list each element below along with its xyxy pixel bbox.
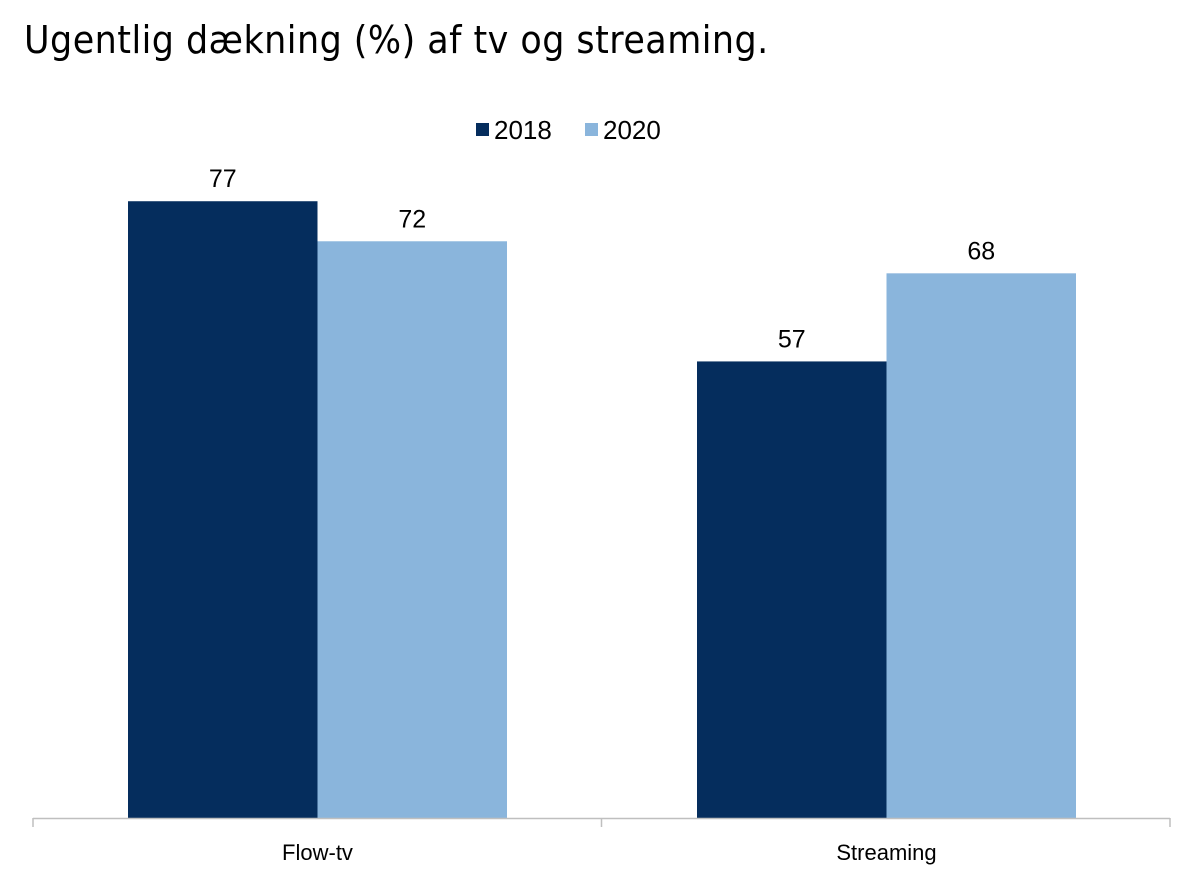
chart-title: Ugentlig dækning (%) af tv og streaming. bbox=[24, 18, 769, 62]
value-label: 57 bbox=[778, 325, 806, 353]
legend-swatch-2020 bbox=[585, 123, 598, 136]
bar-flow-tv-2018 bbox=[128, 201, 318, 819]
bar-streaming-2020 bbox=[886, 273, 1076, 818]
category-label: Flow-tv bbox=[282, 840, 353, 865]
legend-label-2018: 2018 bbox=[494, 115, 552, 145]
bar-flow-tv-2020 bbox=[317, 241, 507, 818]
legend-label-2020: 2020 bbox=[603, 115, 661, 145]
x-axis: Flow-tv Streaming bbox=[32, 817, 1171, 865]
bars bbox=[128, 201, 1076, 819]
value-label: 77 bbox=[209, 165, 237, 193]
bar-streaming-2018 bbox=[697, 361, 887, 818]
category-label: Streaming bbox=[836, 840, 936, 865]
value-label: 72 bbox=[398, 205, 426, 233]
legend: 2018 2020 bbox=[476, 115, 661, 145]
value-label: 68 bbox=[967, 237, 995, 265]
value-labels: 77 72 57 68 bbox=[209, 165, 995, 353]
legend-swatch-2018 bbox=[476, 123, 489, 136]
